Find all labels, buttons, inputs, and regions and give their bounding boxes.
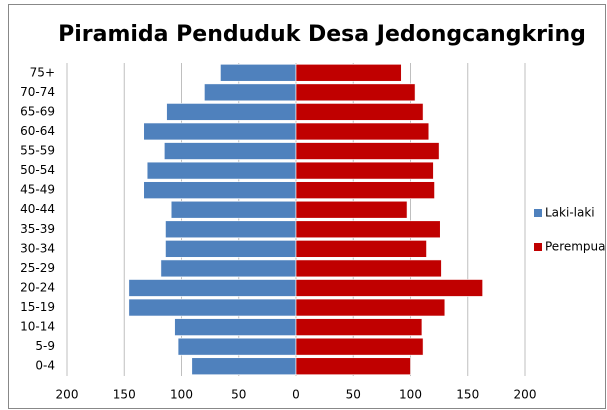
bar bbox=[295, 200, 408, 219]
bar bbox=[295, 83, 416, 102]
bar bbox=[295, 161, 434, 180]
bar bbox=[295, 259, 442, 278]
y-tick-label: 20-24 bbox=[20, 280, 55, 294]
bar bbox=[160, 259, 297, 278]
bar bbox=[295, 240, 427, 258]
legend-swatch bbox=[534, 243, 542, 251]
x-tick-label: 50 bbox=[231, 388, 246, 402]
bar bbox=[295, 318, 423, 336]
bar bbox=[295, 357, 411, 375]
y-tick-label: 35-39 bbox=[20, 222, 55, 236]
y-tick-label: 65-69 bbox=[20, 104, 55, 118]
bar bbox=[220, 64, 297, 82]
bar bbox=[128, 279, 297, 297]
y-tick-label: 15-19 bbox=[20, 300, 55, 314]
x-tick-label: 100 bbox=[170, 388, 193, 402]
bar bbox=[177, 337, 297, 356]
x-tick-label: 150 bbox=[113, 388, 136, 402]
y-tick-label: 60-64 bbox=[20, 124, 55, 138]
bar bbox=[165, 220, 297, 239]
legend-label: Perempua bbox=[545, 240, 606, 254]
bar bbox=[170, 200, 297, 219]
y-tick-label: 55-59 bbox=[20, 144, 55, 158]
bar bbox=[143, 181, 297, 199]
x-tick-label: 200 bbox=[56, 388, 79, 402]
x-tick-label: 0 bbox=[292, 388, 300, 402]
bar bbox=[128, 298, 297, 317]
y-tick-label: 25-29 bbox=[20, 261, 55, 275]
bar bbox=[165, 240, 297, 258]
bar bbox=[295, 103, 424, 121]
x-tick-label: 100 bbox=[399, 388, 422, 402]
y-tick-label: 75+ bbox=[30, 65, 55, 79]
x-tick-label: 200 bbox=[514, 388, 537, 402]
legend-swatch bbox=[534, 209, 542, 217]
bar bbox=[166, 103, 297, 121]
bar bbox=[295, 298, 446, 317]
y-tick-label: 45-49 bbox=[20, 183, 55, 197]
bar bbox=[174, 318, 297, 336]
y-tick-label: 30-34 bbox=[20, 241, 55, 255]
legend-label: Laki-laki bbox=[545, 206, 595, 220]
bar bbox=[295, 64, 402, 82]
bar bbox=[295, 122, 430, 141]
bar bbox=[295, 279, 483, 297]
y-tick-label: 0-4 bbox=[35, 359, 55, 373]
y-tick-label: 40-44 bbox=[20, 202, 55, 216]
bar bbox=[204, 83, 297, 102]
bar bbox=[295, 220, 441, 239]
bar bbox=[164, 142, 297, 160]
x-tick-label: 150 bbox=[456, 388, 479, 402]
chart-title: Piramida Penduduk Desa Jedongcangkring bbox=[58, 22, 586, 47]
bar bbox=[143, 122, 297, 141]
bar bbox=[146, 161, 297, 180]
y-tick-label: 5-9 bbox=[35, 339, 55, 353]
bar bbox=[191, 357, 297, 375]
bar bbox=[295, 181, 435, 199]
x-tick-label: 50 bbox=[346, 388, 361, 402]
bar bbox=[295, 142, 440, 160]
y-tick-label: 50-54 bbox=[20, 163, 55, 177]
bar bbox=[295, 337, 424, 356]
y-tick-label: 10-14 bbox=[20, 320, 55, 334]
y-tick-label: 70-74 bbox=[20, 85, 55, 99]
